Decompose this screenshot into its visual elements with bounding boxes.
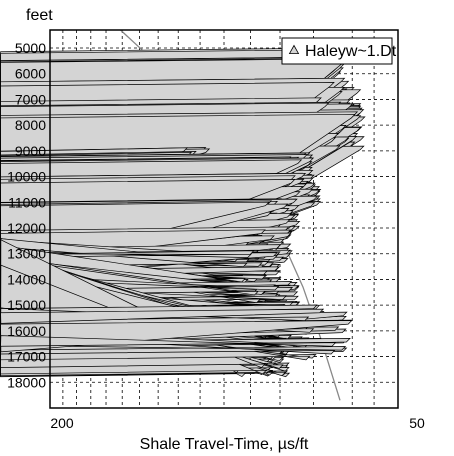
y-tick-label: 11000 bbox=[8, 194, 46, 210]
x-axis-title: Shale Travel-Time, µs/ft bbox=[140, 436, 309, 453]
y-tick-label: 18000 bbox=[7, 374, 46, 390]
y-tick-label: 12000 bbox=[7, 220, 46, 236]
y-tick-label: 16000 bbox=[7, 323, 46, 339]
x-tick-label: 50 bbox=[409, 415, 425, 431]
y-tick-labels: 5000 6000 7000 8000 9000 10000 11000 12000 13000… bbox=[7, 40, 46, 390]
y-axis-title: feet bbox=[26, 7, 53, 24]
y-tick-label: 8000 bbox=[15, 117, 46, 133]
legend: Haleyw~1.Dt bbox=[281, 37, 397, 65]
legend-entry: Haleyw~1.Dt bbox=[305, 43, 397, 60]
y-tick-label: 13000 bbox=[7, 246, 46, 262]
y-tick-label: 9000 bbox=[15, 143, 46, 159]
plot-frame bbox=[49, 29, 399, 409]
y-tick-label: 14000 bbox=[7, 271, 46, 287]
scatter-points bbox=[0, 47, 366, 378]
y-tick-label: 5000 bbox=[15, 40, 46, 56]
data-point bbox=[0, 335, 337, 347]
y-tick-label: 10000 bbox=[7, 169, 46, 185]
legend-box bbox=[281, 37, 393, 65]
y-tick-label: 15000 bbox=[7, 297, 46, 313]
y-tick-label: 17000 bbox=[7, 349, 46, 365]
legend-triangle-icon bbox=[288, 44, 300, 54]
x-tick-labels: 200 50 bbox=[50, 415, 425, 431]
y-tick-label: 6000 bbox=[15, 66, 46, 82]
x-tick-label: 200 bbox=[50, 415, 74, 431]
y-tick-label: 7000 bbox=[15, 91, 46, 107]
data-point bbox=[0, 308, 325, 324]
